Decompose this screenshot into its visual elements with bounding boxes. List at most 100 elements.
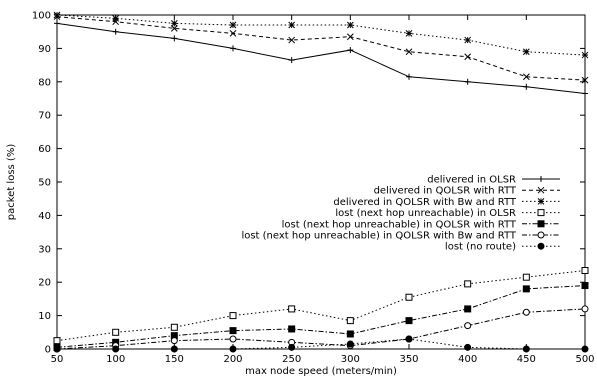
legend-item: delivered in OLSR <box>427 175 560 186</box>
data-point <box>346 33 354 41</box>
data-point <box>288 343 296 351</box>
data-point <box>170 323 178 331</box>
data-point <box>522 48 530 56</box>
data-point <box>54 20 60 27</box>
data-point <box>406 73 412 80</box>
y-tick-label: 10 <box>38 311 51 322</box>
y-tick-label: 50 <box>38 178 51 189</box>
legend-marker <box>537 186 545 194</box>
data-point <box>288 305 296 313</box>
data-point <box>405 293 413 301</box>
y-tick-label: 90 <box>38 44 51 55</box>
y-tick-label: 100 <box>32 11 51 22</box>
legend-label: lost (next hop unreachable) in QOLSR wit… <box>282 219 517 230</box>
data-point <box>288 36 296 44</box>
data-point <box>229 327 237 335</box>
data-point <box>288 57 295 64</box>
y-axis-label: packet loss (%) <box>6 144 17 221</box>
legend-item: lost (no route) <box>445 242 560 253</box>
data-point <box>347 47 354 54</box>
data-point <box>53 345 61 353</box>
data-point <box>171 35 178 42</box>
data-point <box>464 305 472 313</box>
data-point <box>581 267 589 275</box>
data-point <box>229 335 237 343</box>
x-axis-label: max node speed (meters/min) <box>245 366 397 377</box>
legend-item: delivered in QOLSR with Bw and RTT <box>333 197 560 208</box>
data-point <box>112 14 120 22</box>
y-tick-label: 70 <box>38 111 51 122</box>
data-point <box>230 45 236 52</box>
series-2 <box>53 11 589 59</box>
data-point <box>229 345 237 353</box>
x-tick-label: 400 <box>458 354 477 365</box>
data-point <box>53 11 61 19</box>
legend-item: lost (next hop unreachable) in OLSR <box>335 208 560 219</box>
legend-label: lost (next hop unreachable) in OLSR <box>335 208 516 219</box>
series-4 <box>53 282 589 351</box>
data-point <box>522 308 530 316</box>
data-point <box>522 73 530 81</box>
series-line <box>57 338 585 350</box>
data-point <box>581 345 589 353</box>
data-point <box>581 305 589 313</box>
data-point <box>170 345 178 353</box>
data-point <box>581 282 589 290</box>
x-tick-label: 450 <box>517 354 536 365</box>
legend-marker <box>537 231 545 239</box>
data-point <box>522 345 530 353</box>
data-point <box>112 345 120 353</box>
x-tick-label: 100 <box>106 354 125 365</box>
legend-item: lost (next hop unreachable) in QOLSR wit… <box>241 231 560 242</box>
y-tick-label: 40 <box>38 211 51 222</box>
x-tick-label: 300 <box>341 354 360 365</box>
data-point <box>464 280 472 288</box>
data-point <box>170 19 178 27</box>
data-point <box>405 48 413 56</box>
data-point <box>464 78 471 85</box>
data-point <box>581 51 589 59</box>
data-point <box>464 322 472 330</box>
y-tick-label: 80 <box>38 77 51 88</box>
x-tick-label: 200 <box>223 354 242 365</box>
legend-label: delivered in QOLSR with RTT <box>374 186 517 197</box>
data-point <box>405 335 413 343</box>
legend-label: lost (next hop unreachable) in QOLSR wit… <box>241 231 516 242</box>
series-line <box>56 285 586 348</box>
data-point <box>170 337 178 345</box>
data-point <box>581 76 589 84</box>
data-point <box>464 343 472 351</box>
x-tick-label: 350 <box>399 354 418 365</box>
data-point <box>405 317 413 325</box>
x-tick-label: 500 <box>575 354 594 365</box>
data-point <box>346 21 354 29</box>
legend-marker <box>537 220 545 228</box>
legend-marker <box>538 176 544 182</box>
data-point <box>288 21 296 29</box>
legend-item: delivered in QOLSR with RTT <box>374 186 560 197</box>
data-point <box>229 30 237 37</box>
data-point <box>464 53 472 61</box>
data-point <box>53 337 61 345</box>
series-6 <box>53 335 589 353</box>
data-point <box>346 317 354 325</box>
legend-item: lost (next hop unreachable) in QOLSR wit… <box>282 219 560 230</box>
data-point <box>346 330 354 338</box>
data-point <box>229 312 237 320</box>
series-line <box>56 14 586 56</box>
series-layer <box>53 11 589 353</box>
x-tick-label: 150 <box>165 354 184 365</box>
legend-label: lost (no route) <box>445 242 516 253</box>
series-0 <box>54 20 588 97</box>
data-point <box>522 273 530 281</box>
data-point <box>523 83 530 90</box>
y-tick-label: 60 <box>38 144 51 155</box>
x-tick-label: 50 <box>51 354 64 365</box>
data-point <box>112 28 119 35</box>
data-point <box>346 340 354 348</box>
legend-label: delivered in OLSR <box>427 175 516 186</box>
legend-marker <box>537 209 545 217</box>
legend-marker <box>537 198 545 205</box>
